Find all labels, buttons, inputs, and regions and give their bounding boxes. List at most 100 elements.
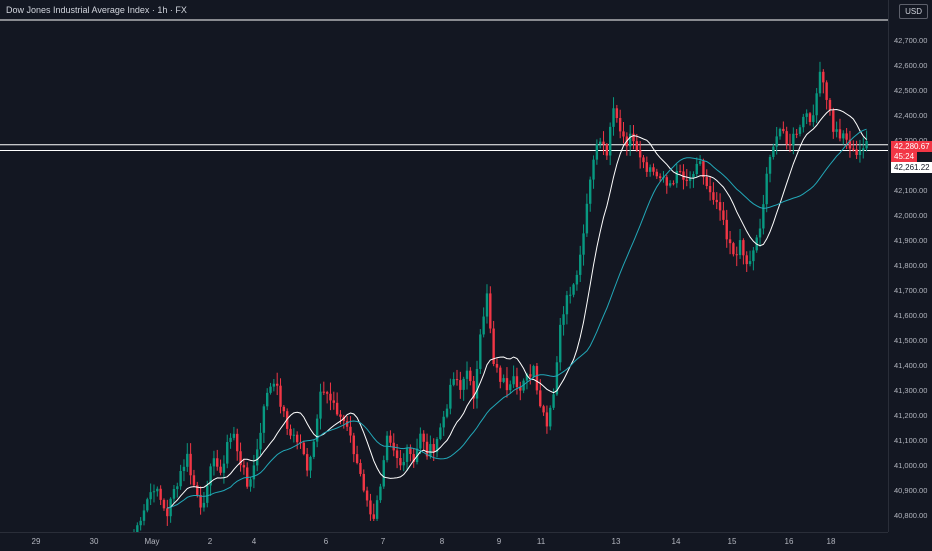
chart-area[interactable]: Dow Jones Industrial Average Index · 1h … xyxy=(0,0,888,546)
candle-body xyxy=(715,199,718,203)
candle xyxy=(176,482,179,498)
candle-body xyxy=(329,393,332,401)
sma-fast-line xyxy=(167,108,867,509)
horizontal-line-price-tag: 42,261.22 xyxy=(891,162,932,173)
candle xyxy=(589,176,592,212)
candle-body xyxy=(252,465,256,480)
candle xyxy=(648,164,652,177)
candle xyxy=(295,431,299,450)
candle xyxy=(772,143,775,160)
candle-body xyxy=(535,366,539,391)
candle xyxy=(862,137,865,159)
time-axis-label: May xyxy=(144,537,160,546)
candle xyxy=(196,481,199,498)
candle xyxy=(325,390,329,404)
candle-body xyxy=(172,489,176,499)
candle xyxy=(785,126,788,150)
candle-body xyxy=(825,82,828,100)
candle-body xyxy=(359,463,362,474)
candle xyxy=(828,98,832,116)
candle xyxy=(239,442,242,472)
price-tick-label: 41,600.00 xyxy=(894,311,928,320)
candle xyxy=(212,450,216,476)
candle xyxy=(808,112,812,126)
candle xyxy=(249,476,252,492)
candle-body xyxy=(742,240,745,256)
candle xyxy=(655,168,659,180)
candle xyxy=(232,426,236,441)
candle xyxy=(595,139,599,165)
candle-body xyxy=(768,156,772,174)
candle xyxy=(352,432,355,463)
candle-body xyxy=(375,500,379,519)
candle-body xyxy=(355,454,359,464)
candle xyxy=(455,369,459,386)
candle-body xyxy=(648,167,652,172)
candle-body xyxy=(156,488,159,492)
candle xyxy=(256,438,259,472)
candle xyxy=(312,439,316,460)
candle-body xyxy=(728,239,732,244)
candle xyxy=(835,121,838,138)
candle xyxy=(452,372,455,387)
candle-body xyxy=(465,370,469,379)
candle xyxy=(419,427,422,455)
candle xyxy=(762,194,765,235)
candle-body xyxy=(782,128,785,132)
candle xyxy=(722,201,725,226)
candle-body xyxy=(665,177,668,186)
candle-body xyxy=(842,133,845,139)
candle xyxy=(832,107,835,139)
candle-body xyxy=(569,294,572,296)
candle-body xyxy=(785,131,788,145)
candle-body xyxy=(282,406,286,412)
candle xyxy=(279,378,282,414)
candle xyxy=(219,459,222,476)
candle xyxy=(469,367,472,386)
candle xyxy=(802,113,805,133)
candle xyxy=(345,416,349,432)
candle xyxy=(399,450,402,471)
candle xyxy=(618,109,622,139)
candle-body xyxy=(642,157,645,163)
price-tick-label: 42,600.00 xyxy=(894,61,928,70)
candle xyxy=(459,371,462,399)
candle xyxy=(415,438,419,465)
candle-body xyxy=(289,428,292,436)
candle xyxy=(409,444,412,462)
price-axis[interactable]: USD 42,700.00 42,600.00 42,500.00 42,400.00… xyxy=(888,0,932,532)
candle-body xyxy=(502,378,505,382)
candle-body xyxy=(259,432,262,450)
candle-body xyxy=(339,414,342,417)
candle xyxy=(838,118,842,142)
candle xyxy=(599,137,602,149)
candle-body xyxy=(599,141,602,145)
time-axis[interactable]: 29 30 May 2 4 6 7 8 9 11 13 14 15 16 18 xyxy=(0,532,888,551)
candle-body xyxy=(269,386,272,393)
candle-body xyxy=(549,407,552,427)
candle-body xyxy=(365,490,369,501)
candlestick-chart[interactable] xyxy=(0,0,888,546)
price-tick-label: 42,400.00 xyxy=(894,111,928,120)
candle xyxy=(758,218,762,247)
candle-body xyxy=(469,370,472,382)
candle-body xyxy=(732,243,735,255)
candle xyxy=(425,433,429,460)
candle-body xyxy=(485,293,489,317)
candle xyxy=(499,365,502,389)
candle-body xyxy=(622,131,625,137)
currency-button[interactable]: USD xyxy=(899,4,928,19)
candle-body xyxy=(425,441,429,457)
candle-body xyxy=(315,418,319,442)
candle xyxy=(329,382,332,411)
chart-title[interactable]: Dow Jones Industrial Average Index · 1h … xyxy=(6,5,187,15)
candle-body xyxy=(572,284,575,295)
candle-body xyxy=(292,434,296,436)
candle-body xyxy=(582,233,585,255)
candle xyxy=(156,486,159,497)
candle xyxy=(202,491,206,512)
candle-body xyxy=(402,461,405,466)
candle xyxy=(349,416,352,443)
candle-body xyxy=(335,402,339,415)
candle-body xyxy=(692,174,695,178)
